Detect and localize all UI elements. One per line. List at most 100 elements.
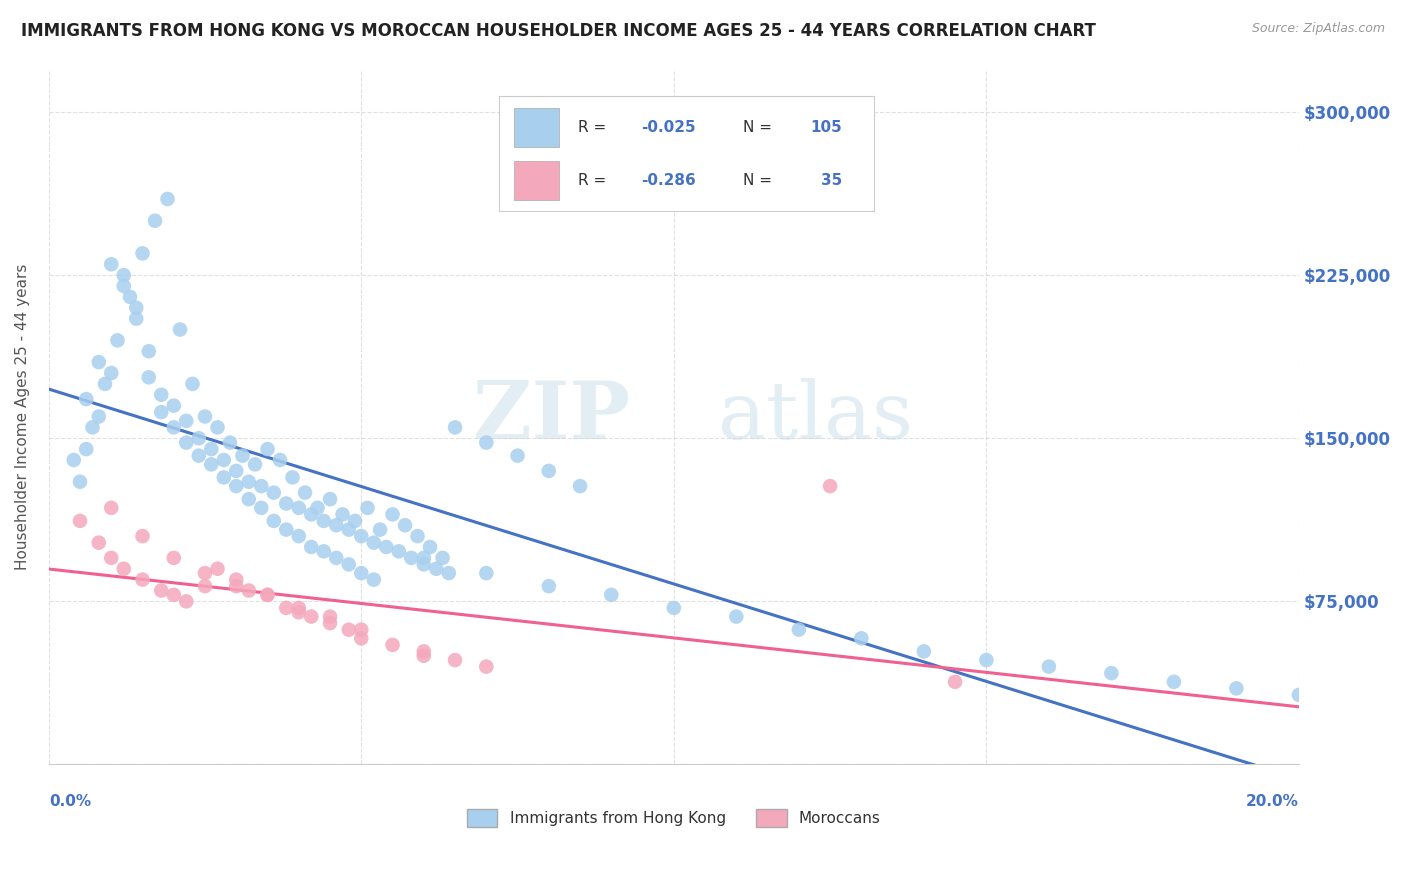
Point [787, 623, 810, 637]
Text: 0.0%: 0.0% [49, 794, 91, 809]
Point [475, 435, 498, 450]
Point [475, 566, 498, 580]
Point [325, 518, 347, 533]
Point [412, 648, 434, 663]
Point [276, 600, 298, 615]
Point [332, 508, 354, 522]
Point [150, 388, 173, 402]
Point [337, 623, 360, 637]
Point [350, 623, 373, 637]
Point [194, 409, 217, 424]
Point [125, 311, 148, 326]
Point [174, 435, 197, 450]
Point [356, 500, 378, 515]
Point [131, 246, 153, 260]
Point [207, 420, 229, 434]
Point [363, 573, 385, 587]
Point [337, 523, 360, 537]
Point [200, 442, 222, 457]
Point [131, 529, 153, 543]
Point [219, 435, 242, 450]
Point [288, 605, 311, 619]
Point [506, 449, 529, 463]
Point [569, 479, 592, 493]
Point [425, 562, 447, 576]
Point [1099, 666, 1122, 681]
Point [100, 500, 122, 515]
Point [75, 442, 97, 457]
Point [225, 479, 247, 493]
Point [187, 431, 209, 445]
Point [69, 514, 91, 528]
Point [537, 579, 560, 593]
Point [299, 609, 322, 624]
Point [319, 492, 342, 507]
Point [368, 523, 391, 537]
Point [187, 449, 209, 463]
Point [912, 644, 935, 658]
Point [276, 496, 298, 510]
Point [207, 562, 229, 576]
Point [363, 535, 385, 549]
Point [75, 392, 97, 406]
Point [312, 544, 335, 558]
Point [212, 453, 235, 467]
Point [288, 600, 311, 615]
Point [225, 573, 247, 587]
Point [307, 500, 329, 515]
Point [325, 550, 347, 565]
Point [107, 334, 129, 348]
Point [163, 588, 186, 602]
Point [662, 600, 685, 615]
Point [976, 653, 998, 667]
Point [69, 475, 91, 489]
Point [174, 414, 197, 428]
Point [388, 544, 411, 558]
Point [269, 453, 291, 467]
Text: ZIP: ZIP [472, 377, 630, 456]
Point [319, 616, 342, 631]
Point [419, 540, 441, 554]
Point [238, 475, 260, 489]
Point [537, 464, 560, 478]
Text: Source: ZipAtlas.com: Source: ZipAtlas.com [1251, 22, 1385, 36]
Point [725, 609, 748, 624]
Point [299, 508, 322, 522]
Point [444, 653, 467, 667]
Point [143, 213, 166, 227]
Point [250, 500, 273, 515]
Point [225, 579, 247, 593]
Point [212, 470, 235, 484]
Point [1038, 659, 1060, 673]
Point [118, 290, 141, 304]
Y-axis label: Householder Income Ages 25 - 44 years: Householder Income Ages 25 - 44 years [15, 263, 30, 570]
Point [294, 485, 316, 500]
Point [319, 609, 342, 624]
Point [350, 566, 373, 580]
Point [163, 550, 186, 565]
Point [851, 632, 873, 646]
Point [818, 479, 841, 493]
Point [150, 583, 173, 598]
Point [401, 550, 423, 565]
Point [163, 399, 186, 413]
Point [475, 659, 498, 673]
Point [112, 562, 135, 576]
Point [87, 355, 110, 369]
Point [344, 514, 367, 528]
Point [256, 588, 278, 602]
Point [100, 366, 122, 380]
Point [263, 485, 285, 500]
Point [131, 573, 153, 587]
Point [256, 588, 278, 602]
Point [112, 279, 135, 293]
Point [412, 550, 434, 565]
Point [181, 376, 204, 391]
Point [150, 405, 173, 419]
Point [394, 518, 416, 533]
Point [156, 192, 179, 206]
Point [412, 558, 434, 572]
Point [174, 594, 197, 608]
Point [243, 458, 266, 472]
Legend: Immigrants from Hong Kong, Moroccans: Immigrants from Hong Kong, Moroccans [461, 803, 887, 833]
